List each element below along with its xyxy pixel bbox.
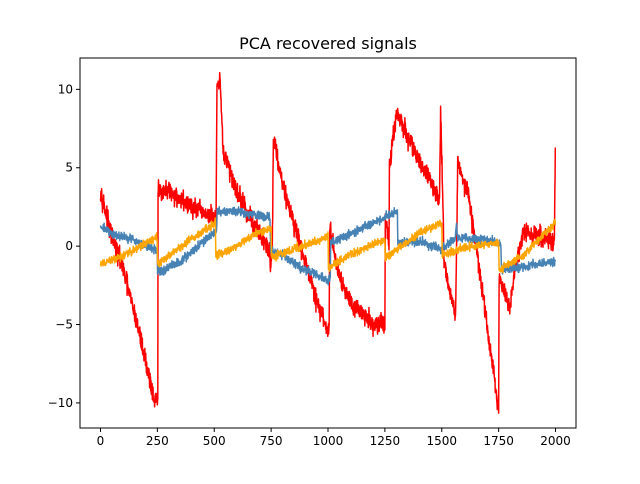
x-tick-label: 1750 [483,434,514,448]
x-axis: 0 250 500 750 1000 1250 1500 1750 2000 [97,428,571,448]
y-tick-label: 0 [65,239,73,253]
y-axis: −10 −5 0 5 10 [48,82,80,410]
y-tick-label: 10 [58,82,73,96]
series-layer [99,71,557,414]
chart-title: PCA recovered signals [239,34,417,53]
series-line-1 [99,71,557,414]
y-tick-label: −10 [48,396,73,410]
x-tick-label: 500 [203,434,226,448]
y-tick-label: −5 [55,318,73,332]
x-tick-label: 0 [97,434,105,448]
series-line-2 [99,206,557,286]
series-line-3 [99,217,557,274]
x-tick-label: 250 [146,434,169,448]
x-tick-label: 1000 [313,434,344,448]
x-tick-label: 1250 [370,434,401,448]
y-tick-label: 5 [65,161,73,175]
x-tick-label: 750 [260,434,283,448]
x-tick-label: 2000 [540,434,571,448]
x-tick-label: 1500 [426,434,457,448]
